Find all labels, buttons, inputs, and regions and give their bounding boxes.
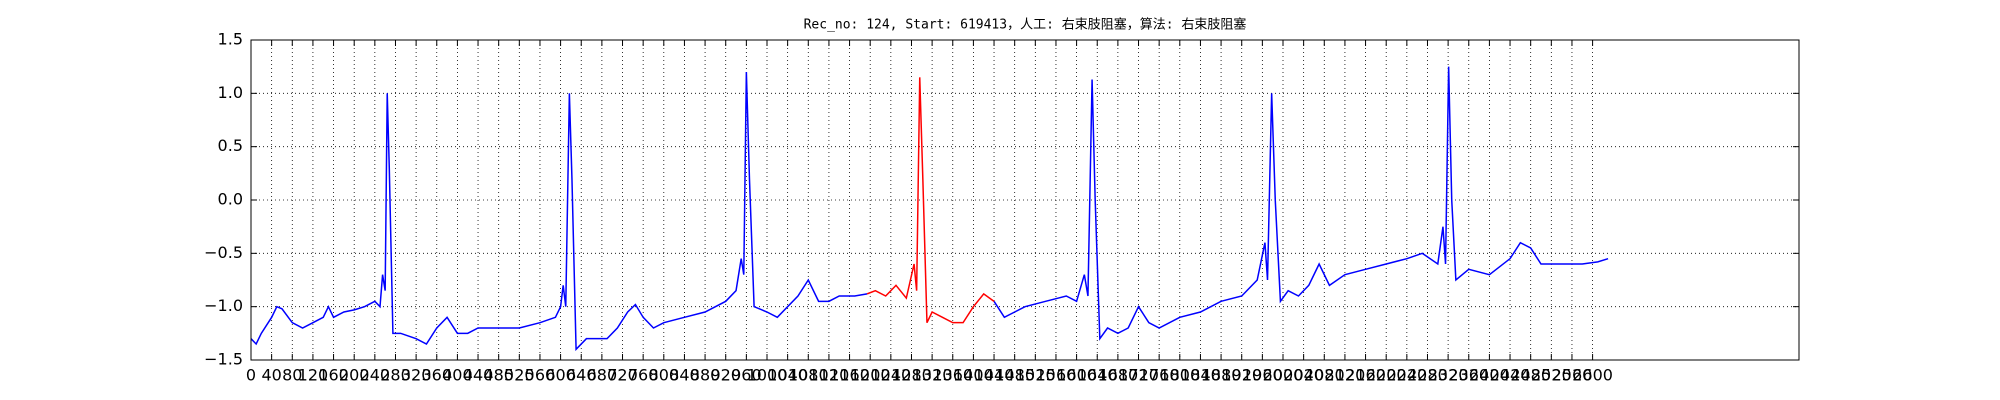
x-tick-label: 320: [401, 366, 432, 385]
x-tick-label: 160: [318, 366, 349, 385]
y-tick-label: −1.5: [204, 350, 243, 369]
y-tick-label: 0.5: [218, 136, 243, 155]
x-tick-label: 120: [298, 366, 329, 385]
x-tick-label: 2480: [1510, 366, 1551, 385]
x-tick-label: 400: [442, 366, 473, 385]
x-tick-label: 80: [282, 366, 302, 385]
x-tick-label: 2200: [1366, 366, 1407, 385]
x-tick-label: 1280: [891, 366, 932, 385]
x-tick-label: 640: [566, 366, 597, 385]
x-tick-label: 1680: [1098, 366, 1139, 385]
x-tick-label: 1040: [767, 366, 808, 385]
x-tick-label: 2440: [1490, 366, 1531, 385]
x-tick-label: 1000: [747, 366, 788, 385]
x-tick-label: 40: [261, 366, 281, 385]
y-tick-label: 0.0: [218, 190, 243, 209]
x-tick-label: 240: [360, 366, 391, 385]
x-tick-label: 960: [731, 366, 762, 385]
x-tick-label: 1360: [932, 366, 973, 385]
x-tick-label: 1760: [1139, 366, 1180, 385]
x-tick-label: 2560: [1552, 366, 1593, 385]
x-tick-label: 2520: [1531, 366, 1572, 385]
x-tick-label: 1120: [809, 366, 850, 385]
x-tick-label: 520: [504, 366, 535, 385]
y-tick-label: 1.0: [218, 83, 243, 102]
x-tick-label: 2120: [1325, 366, 1366, 385]
x-tick-label: 760: [628, 366, 659, 385]
x-tick-label: 1160: [829, 366, 870, 385]
x-tick-label: 2600: [1572, 366, 1613, 385]
x-tick-label: 1960: [1242, 366, 1283, 385]
x-tick-label: 840: [669, 366, 700, 385]
x-tick-label: 2040: [1283, 366, 1324, 385]
ecg-line: [250, 71, 868, 352]
x-tick-label: 480: [483, 366, 514, 385]
x-tick-label: 1400: [953, 366, 994, 385]
x-tick-label: 1920: [1221, 366, 1262, 385]
x-tick-label: 280: [380, 366, 411, 385]
x-tick-label: 2400: [1469, 366, 1510, 385]
x-tick-label: 1800: [1159, 366, 1200, 385]
x-tick-label: 1320: [912, 366, 953, 385]
chart-title: Rec_no: 124, Start: 619413，人工: 右束肢阻塞，算法:…: [804, 17, 1247, 33]
ecg-line: [866, 77, 995, 324]
x-tick-label: 2320: [1428, 366, 1469, 385]
ecg-line: [993, 66, 1609, 341]
x-tick-label: 1720: [1118, 366, 1159, 385]
x-tick-label: 2240: [1386, 366, 1427, 385]
x-tick-label: 1480: [994, 366, 1035, 385]
x-tick-label: 360: [421, 366, 452, 385]
x-tick-label: 1080: [788, 366, 829, 385]
x-tick-label: 560: [525, 366, 556, 385]
x-tick-label: 720: [607, 366, 638, 385]
x-tick-label: 1840: [1180, 366, 1221, 385]
x-tick-label: 1440: [974, 366, 1015, 385]
x-tick-label: 0: [246, 366, 256, 385]
x-tick-label: 600: [545, 366, 576, 385]
y-tick-label: −0.5: [204, 243, 243, 262]
x-tick-label: 440: [463, 366, 494, 385]
x-tick-label: 1200: [850, 366, 891, 385]
x-tick-label: 2280: [1407, 366, 1448, 385]
x-tick-label: 2160: [1345, 366, 1386, 385]
x-tick-label: 200: [339, 366, 370, 385]
x-tick-label: 1560: [1036, 366, 1077, 385]
x-tick-label: 680: [587, 366, 618, 385]
x-tick-label: 1520: [1015, 366, 1056, 385]
x-tick-label: 1880: [1201, 366, 1242, 385]
x-tick-label: 1240: [870, 366, 911, 385]
x-tick-label: 1600: [1056, 366, 1097, 385]
x-tick-label: 2360: [1448, 366, 1489, 385]
x-tick-label: 920: [710, 366, 741, 385]
x-tick-label: 1640: [1077, 366, 1118, 385]
plot-frame: [250, 39, 1800, 361]
x-tick-label: 880: [690, 366, 721, 385]
y-tick-label: 1.5: [218, 30, 243, 49]
x-tick-label: 2000: [1263, 366, 1304, 385]
x-tick-label: 800: [649, 366, 680, 385]
x-tick-label: 2080: [1304, 366, 1345, 385]
y-tick-label: −1.0: [204, 296, 243, 315]
